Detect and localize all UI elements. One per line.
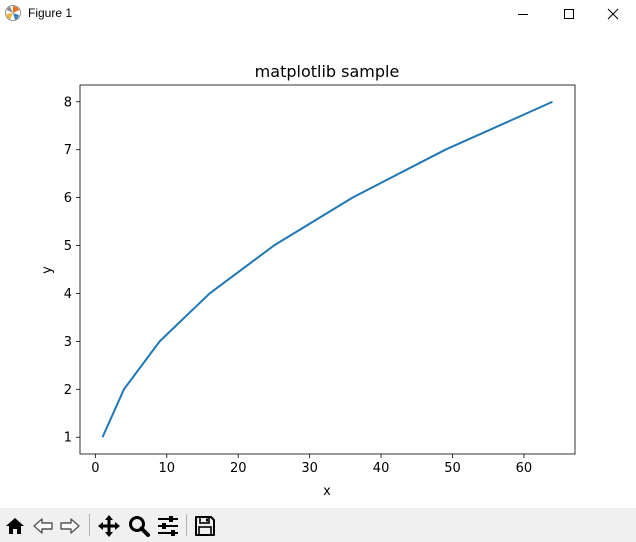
x-tick-label: 60 bbox=[516, 461, 533, 476]
x-tick-label: 20 bbox=[230, 461, 247, 476]
configure-subplots-icon bbox=[158, 516, 178, 536]
window-title: Figure 1 bbox=[28, 6, 73, 20]
save-floppy-icon bbox=[195, 516, 215, 536]
back-button[interactable] bbox=[30, 513, 56, 539]
back-arrow-icon bbox=[33, 518, 53, 534]
forward-arrow-icon bbox=[60, 518, 80, 534]
close-icon bbox=[607, 8, 619, 19]
window-titlebar: Figure 1 bbox=[0, 0, 636, 27]
home-button[interactable] bbox=[2, 513, 28, 539]
series-group bbox=[101, 100, 553, 438]
save-button[interactable] bbox=[192, 513, 218, 539]
y-axis: 1 2 3 4 5 6 7 8 bbox=[64, 95, 80, 446]
maximize-button[interactable] bbox=[546, 0, 592, 27]
pan-move-icon bbox=[98, 515, 120, 537]
x-tick-label: 50 bbox=[444, 461, 461, 476]
x-tick-label: 10 bbox=[159, 461, 176, 476]
y-tick-label: 5 bbox=[64, 239, 72, 254]
y-tick-label: 1 bbox=[64, 431, 72, 446]
y-axis-label: y bbox=[40, 266, 55, 274]
y-tick-label: 6 bbox=[64, 191, 72, 206]
toolbar-separator bbox=[186, 514, 187, 536]
y-tick-label: 3 bbox=[64, 335, 72, 350]
x-tick-label: 0 bbox=[91, 461, 99, 476]
x-axis-label: x bbox=[323, 484, 331, 499]
zoom-magnifier-icon bbox=[129, 516, 150, 537]
y-tick-label: 2 bbox=[64, 383, 72, 398]
plot-area-frame bbox=[79, 84, 576, 455]
minimize-icon bbox=[518, 13, 528, 15]
forward-button[interactable] bbox=[57, 513, 83, 539]
maximize-icon bbox=[564, 8, 574, 19]
x-axis: 0 10 20 30 40 50 60 bbox=[91, 454, 532, 476]
x-tick-label: 30 bbox=[301, 461, 318, 476]
series-line bbox=[101, 100, 553, 438]
y-tick-label: 4 bbox=[64, 287, 72, 302]
line-chart: matplotlib sample 0 10 20 30 40 50 60 1 2 3 4 5 6 7 8… bbox=[40, 62, 576, 499]
home-icon bbox=[6, 518, 24, 534]
toolbar-separator bbox=[89, 514, 90, 536]
y-tick-label: 8 bbox=[64, 95, 72, 110]
navigation-toolbar bbox=[0, 508, 636, 542]
minimize-button[interactable] bbox=[500, 0, 546, 27]
figure-canvas[interactable]: matplotlib sample 0 10 20 30 40 50 60 1 2 3 4 5 6 7 8… bbox=[0, 27, 636, 507]
configure-subplots-button[interactable] bbox=[155, 513, 181, 539]
y-tick-label: 7 bbox=[64, 143, 72, 158]
pan-button[interactable] bbox=[96, 513, 122, 539]
x-tick-label: 40 bbox=[373, 461, 390, 476]
zoom-button[interactable] bbox=[126, 513, 152, 539]
matplotlib-app-icon bbox=[5, 5, 21, 21]
close-button[interactable] bbox=[590, 0, 636, 27]
chart-title: matplotlib sample bbox=[255, 62, 400, 81]
